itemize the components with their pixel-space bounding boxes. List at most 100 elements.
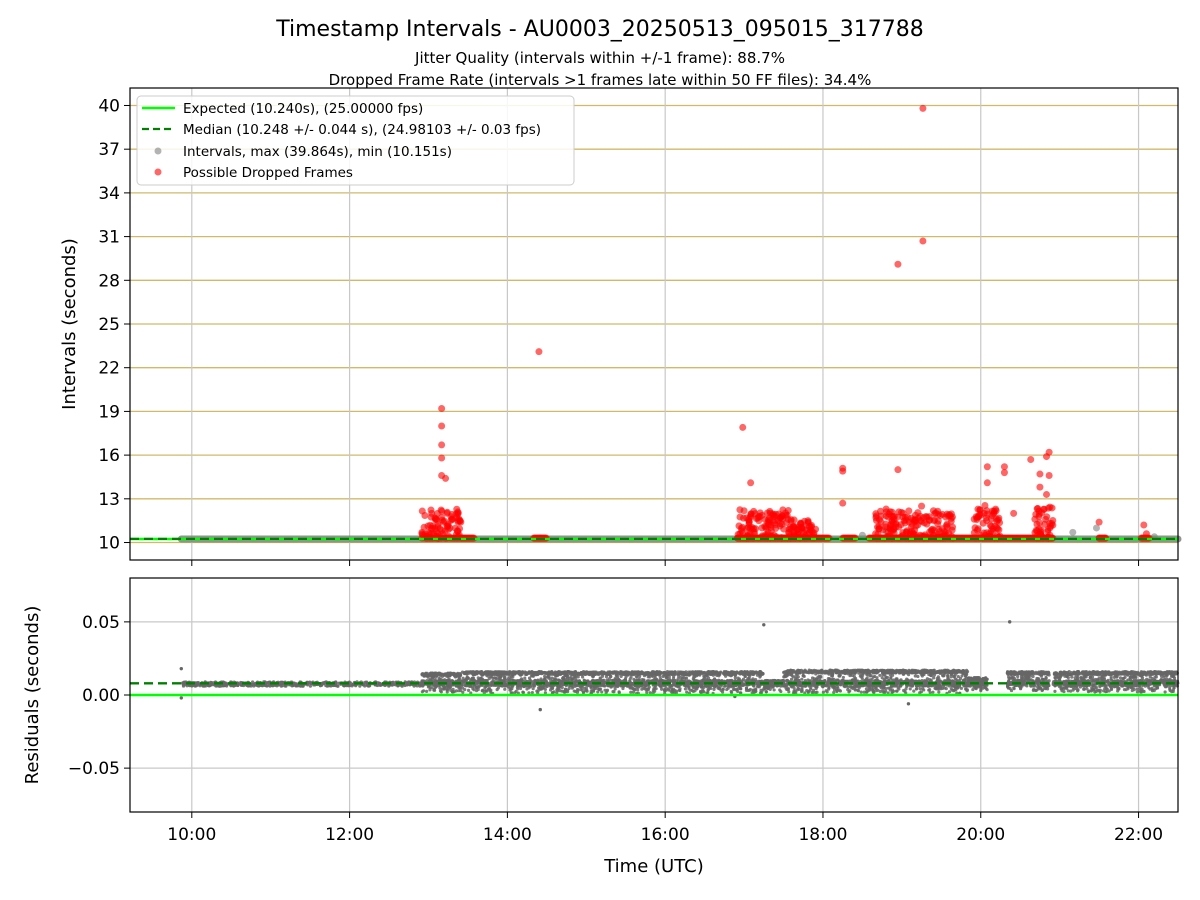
dropped-frame-point <box>992 507 1000 515</box>
residual-point <box>552 690 556 694</box>
intervals-ytick-label: 13 <box>98 490 120 510</box>
residual-point <box>493 671 497 675</box>
dropped-frame-point <box>431 516 439 524</box>
residual-point <box>364 681 369 685</box>
residual-point <box>605 678 609 682</box>
residual-point <box>558 679 563 683</box>
residual-point <box>405 683 409 687</box>
dropped-frame-point <box>752 514 760 522</box>
residual-point <box>614 674 618 678</box>
residual-point <box>601 680 606 684</box>
dropped-frame-point <box>1045 472 1053 480</box>
dropped-frame-point <box>929 525 937 533</box>
residual-point <box>422 674 426 678</box>
residual-point <box>543 687 547 691</box>
residual-point <box>766 686 770 691</box>
dropped-frame-point <box>418 507 426 515</box>
residual-point <box>546 672 550 676</box>
residual-point <box>646 675 650 679</box>
dropped-frame-point <box>1027 455 1035 463</box>
residual-point <box>511 670 515 674</box>
intervals-axes-frame <box>129 87 1179 561</box>
dropped-frame-point <box>970 515 978 523</box>
residual-point <box>525 687 529 691</box>
residual-point <box>461 690 465 694</box>
dropped-frame-point <box>737 524 745 532</box>
residuals-xtick-label: 18:00 <box>798 825 847 845</box>
residual-point <box>265 684 269 688</box>
residual-point <box>560 685 564 690</box>
interval-point <box>858 531 866 539</box>
residual-point <box>457 678 461 682</box>
intervals-ytick-label: 28 <box>98 271 120 291</box>
dropped-frame-point <box>780 525 788 533</box>
residual-point <box>390 683 394 687</box>
dropped-frame-point <box>1035 507 1043 515</box>
dropped-frame-point <box>535 348 543 356</box>
residual-point <box>642 686 646 691</box>
residual-point <box>474 686 478 690</box>
residual-point <box>566 676 570 680</box>
residual-point <box>619 671 623 675</box>
residual-point <box>614 680 618 684</box>
dropped-frame-point <box>995 526 1003 534</box>
dropped-frame-point <box>983 463 991 471</box>
dropped-frame-point <box>761 516 769 524</box>
residual-point <box>530 690 534 695</box>
dropped-frame-point <box>914 514 922 522</box>
residual-point <box>692 675 696 679</box>
residual-point <box>754 678 758 682</box>
dropped-frame-point <box>877 507 885 515</box>
dropped-frame-point <box>934 520 942 528</box>
interval-point <box>1092 524 1100 532</box>
residual-point <box>685 690 689 694</box>
residual-point <box>600 690 604 694</box>
dropped-frame-point <box>1036 483 1044 491</box>
chart-title: Timestamp Intervals - AU0003_20250513_09… <box>275 17 924 42</box>
residual-point <box>296 684 300 688</box>
intervals-ytick-label: 22 <box>98 359 120 379</box>
residual-point <box>445 690 449 694</box>
dropped-frame-point <box>995 514 1003 522</box>
intervals-ytick-label: 34 <box>98 184 120 204</box>
residual-point <box>717 686 721 690</box>
intervals-ytick-label: 37 <box>98 140 120 160</box>
dropped-frame-point <box>918 502 926 510</box>
dropped-frame-point <box>903 527 911 535</box>
residual-point <box>608 684 612 688</box>
dropped-frame-point <box>889 519 897 527</box>
residual-point <box>471 673 475 677</box>
legend-box <box>136 95 575 186</box>
residuals-xtick-label: 22:00 <box>1114 825 1163 845</box>
residuals-ytick-label: 0.00 <box>82 686 120 706</box>
residual-point <box>733 676 737 680</box>
legend-intervals-swatch <box>154 147 162 155</box>
dropped-frame-point <box>438 422 446 430</box>
residual-point <box>656 679 660 683</box>
dropped-frame-point <box>903 513 911 521</box>
residual-point <box>518 678 522 682</box>
residual-point <box>679 675 683 680</box>
dropped-frame-point <box>1031 515 1039 523</box>
residual-point <box>521 690 526 695</box>
residual-point <box>756 671 760 675</box>
residual-point <box>723 684 727 688</box>
residual-point <box>185 684 189 688</box>
residuals-xtick-label: 16:00 <box>641 825 690 845</box>
residual-point <box>646 688 650 692</box>
dropped-frame-point <box>1000 463 1008 471</box>
dropped-frame-point <box>434 522 442 530</box>
residual-point <box>500 672 504 676</box>
residual-point <box>429 671 433 675</box>
dropped-frame-point <box>1036 470 1044 478</box>
residual-point <box>250 680 255 684</box>
dropped-frame-point <box>1047 522 1055 530</box>
residual-point <box>705 673 709 677</box>
residual-point <box>628 677 632 681</box>
residual-point <box>660 687 664 691</box>
residuals-xtick-label: 10:00 <box>167 825 216 845</box>
residuals-ytick-label: −0.05 <box>68 759 120 779</box>
residual-point <box>744 687 749 691</box>
residual-point <box>637 685 641 689</box>
residual-point <box>633 671 637 675</box>
